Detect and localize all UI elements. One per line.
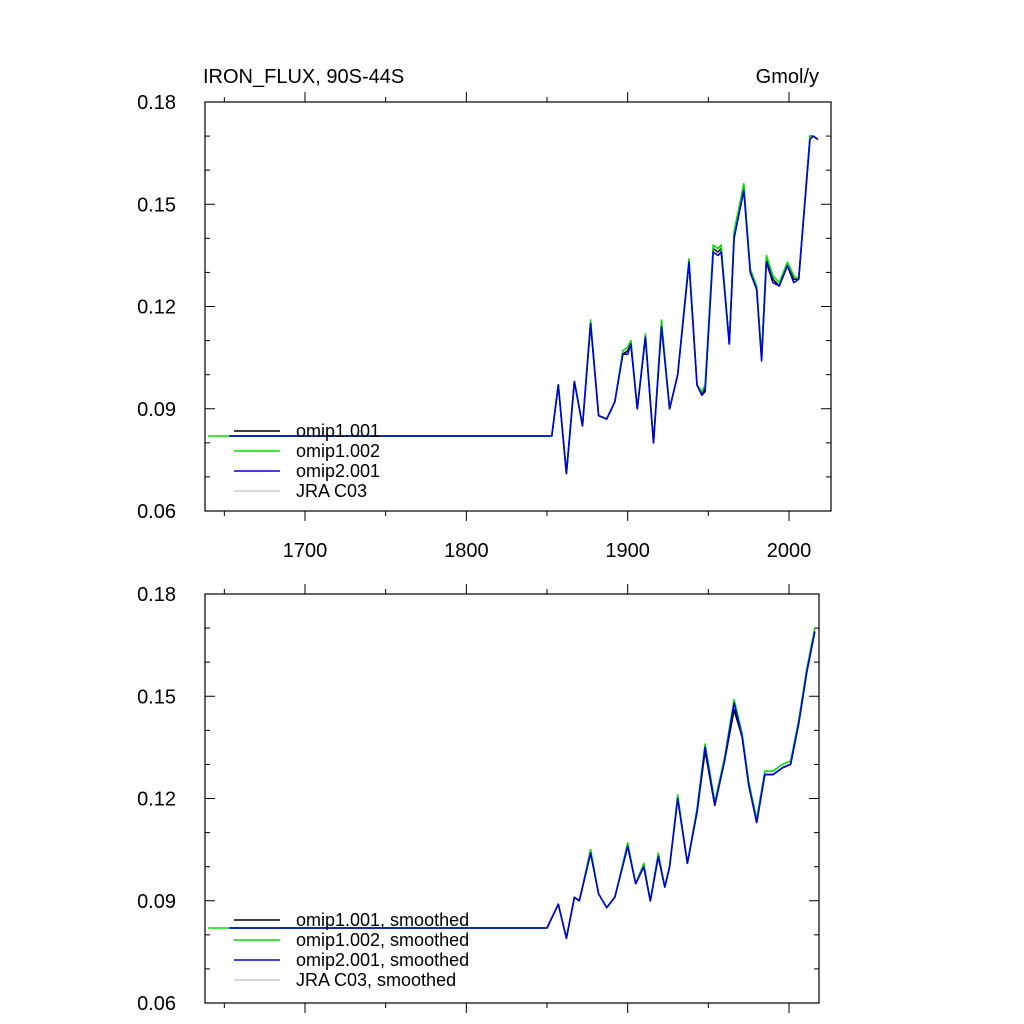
legend: omip1.001 omip1.002 omip2.001 JRA C03: [234, 421, 380, 501]
y-tick-label: 0.15: [137, 686, 176, 708]
legend-label: omip1.002: [296, 441, 380, 461]
legend-label: JRA C03: [296, 481, 367, 501]
y-tick-label: 0.15: [137, 194, 176, 216]
y-tick-label: 0.18: [137, 92, 176, 114]
chart-title: IRON_FLUX, 90S-44S: [203, 66, 404, 88]
y-tick-label: 0.09: [137, 399, 176, 421]
legend-item: omip1.001: [234, 421, 380, 441]
y-tick-label: 0.09: [137, 891, 176, 913]
series-line-0: [229, 631, 816, 940]
y-tick-label: 0.06: [137, 501, 176, 523]
legend-label: omip1.002, smoothed: [296, 930, 469, 950]
x-tick-label: 1700: [283, 540, 328, 562]
x-tick-label: 1900: [605, 540, 650, 562]
x-tick-label: 1800: [444, 540, 489, 562]
series-line-2: [229, 135, 819, 475]
units-label: Gmol/y: [756, 66, 819, 88]
series-line-2: [229, 631, 816, 940]
y-tick-label: 0.18: [137, 584, 176, 606]
axis-ticks: [205, 92, 831, 521]
legend-label: omip1.001, smoothed: [296, 910, 469, 930]
legend-item: omip1.002, smoothed: [234, 930, 469, 950]
y-tick-labels: 0.06 0.09 0.12 0.15 0.18: [137, 92, 176, 523]
legend-label: omip2.001: [296, 461, 380, 481]
y-tick-label: 0.06: [137, 993, 176, 1015]
series-group: [208, 135, 819, 475]
bottom-panel: 0.06 0.09 0.12 0.15 0.18 omip1.001, smoo…: [137, 584, 820, 1015]
top-panel: IRON_FLUX, 90S-44S Gmol/y 0.06 0.09 0.12…: [137, 66, 832, 562]
legend-item: omip2.001: [234, 461, 380, 481]
x-tick-label: 2000: [767, 540, 812, 562]
y-tick-label: 0.12: [137, 789, 176, 811]
legend-item: omip1.002: [234, 441, 380, 461]
legend-label: omip2.001, smoothed: [296, 950, 469, 970]
legend-item: omip1.001, smoothed: [234, 910, 469, 930]
legend-label: omip1.001: [296, 421, 380, 441]
x-tick-labels: 1700 1800 1900 2000: [283, 540, 812, 562]
axis-ticks: [205, 584, 819, 1013]
y-tick-labels: 0.06 0.09 0.12 0.15 0.18: [137, 584, 176, 1015]
legend-item: omip2.001, smoothed: [234, 950, 469, 970]
legend-item: JRA C03: [234, 481, 367, 501]
y-tick-label: 0.12: [137, 297, 176, 319]
series-line-1: [208, 627, 816, 940]
series-group: [208, 627, 816, 940]
legend: omip1.001, smoothed omip1.002, smoothed …: [234, 910, 469, 990]
legend-item: JRA C03, smoothed: [234, 970, 456, 990]
legend-label: JRA C03, smoothed: [296, 970, 456, 990]
